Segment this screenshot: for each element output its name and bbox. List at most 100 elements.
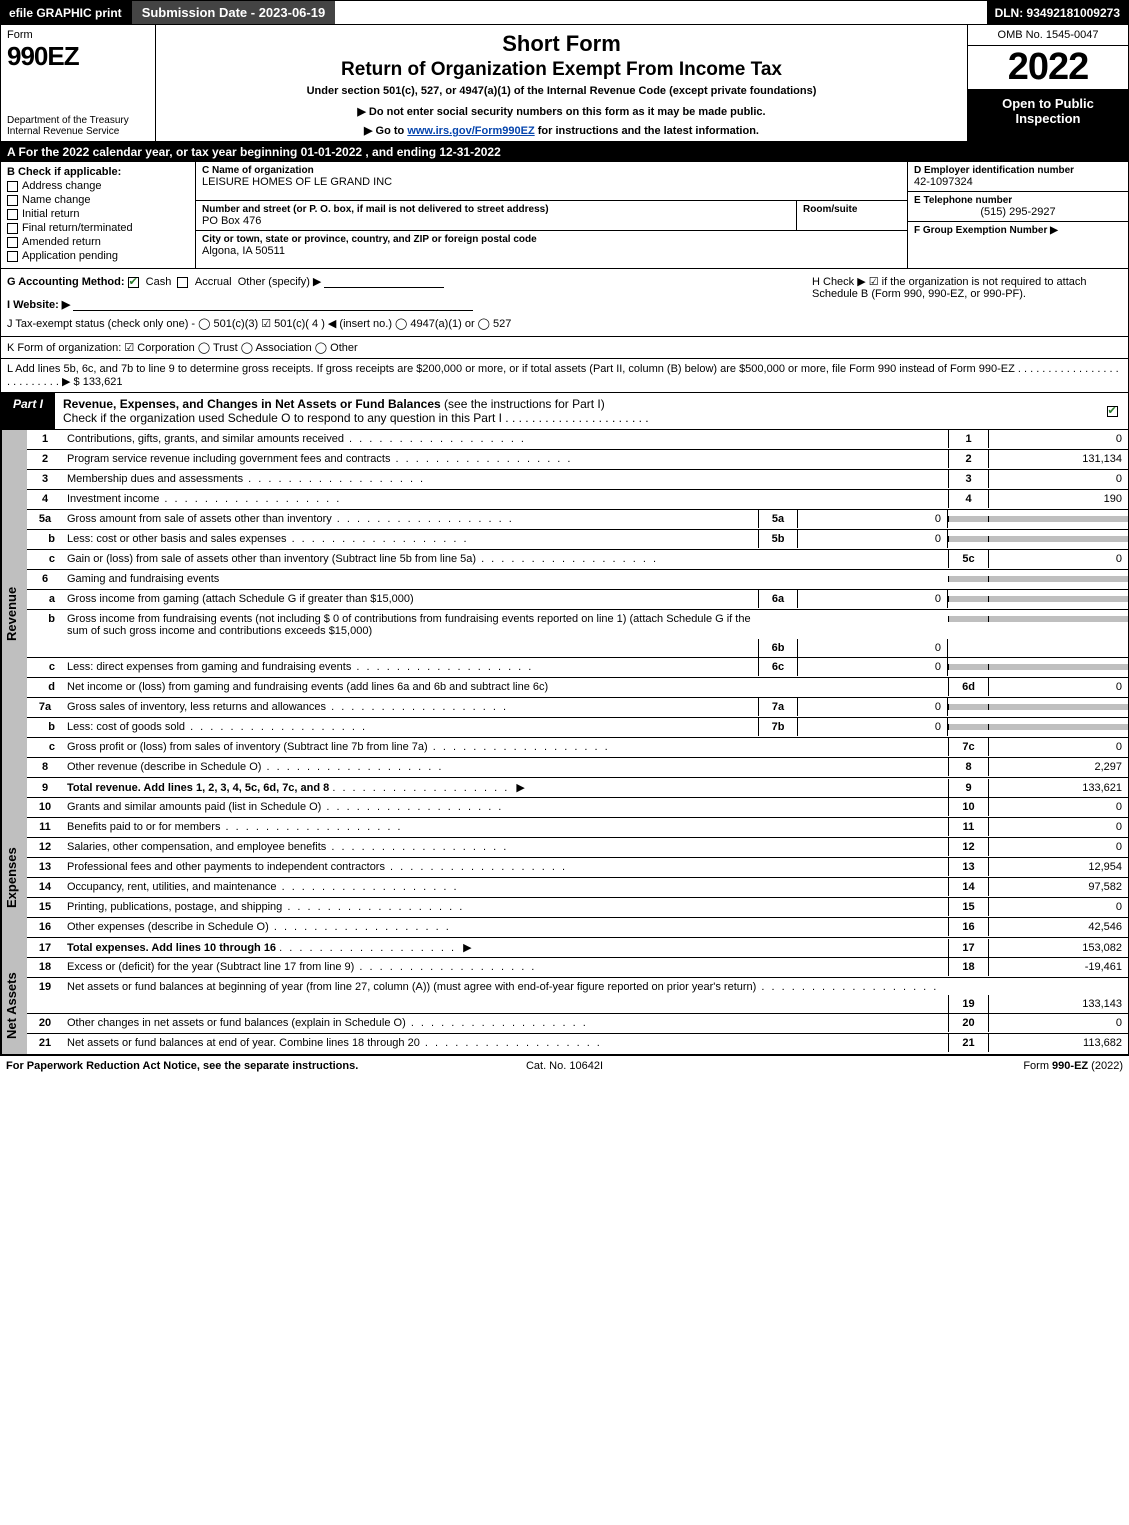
header-left: Form 990EZ Department of the Treasury In… bbox=[1, 25, 156, 141]
c-street-block: Number and street (or P. O. box, if mail… bbox=[196, 201, 797, 230]
row-12: 12Salaries, other compensation, and empl… bbox=[27, 838, 1128, 858]
c-street-label: Number and street (or P. O. box, if mail… bbox=[202, 204, 790, 215]
part-1-tab: Part I bbox=[1, 393, 55, 429]
expenses-side-label: Expenses bbox=[1, 798, 27, 958]
section-gh: G Accounting Method: Cash Accrual Other … bbox=[0, 269, 1129, 337]
e-phone-block: E Telephone number (515) 295-2927 bbox=[908, 192, 1128, 222]
j-tax-exempt: J Tax-exempt status (check only one) - ◯… bbox=[7, 317, 802, 330]
chk-initial-return[interactable]: Initial return bbox=[7, 208, 189, 220]
h-schedule-b: H Check ▶ ☑ if the organization is not r… bbox=[802, 275, 1122, 330]
link-post: for instructions and the latest informat… bbox=[535, 125, 759, 137]
g-accounting: G Accounting Method: Cash Accrual Other … bbox=[7, 275, 802, 288]
part-1-check bbox=[1100, 393, 1128, 429]
form-link-line: ▶ Go to www.irs.gov/Form990EZ for instru… bbox=[164, 124, 959, 137]
gh-left: G Accounting Method: Cash Accrual Other … bbox=[7, 275, 802, 330]
section-bcdef: B Check if applicable: Address change Na… bbox=[0, 162, 1129, 269]
open-public-badge: Open to Public Inspection bbox=[968, 90, 1128, 141]
l-gross-receipts: L Add lines 5b, 6c, and 7b to line 9 to … bbox=[0, 359, 1129, 393]
c-city-label: City or town, state or province, country… bbox=[202, 234, 901, 245]
expenses-table: Expenses 10Grants and similar amounts pa… bbox=[0, 798, 1129, 958]
c-city-value: Algona, IA 50511 bbox=[202, 245, 901, 257]
b-header: B Check if applicable: bbox=[7, 166, 189, 178]
c-name-label: C Name of organization bbox=[202, 165, 901, 176]
revenue-table: Revenue 1Contributions, gifts, grants, a… bbox=[0, 430, 1129, 798]
form-header: Form 990EZ Department of the Treasury In… bbox=[0, 25, 1129, 142]
row-14: 14Occupancy, rent, utilities, and mainte… bbox=[27, 878, 1128, 898]
col-def: D Employer identification number 42-1097… bbox=[908, 162, 1128, 268]
chk-name-change[interactable]: Name change bbox=[7, 194, 189, 206]
c-name-block: C Name of organization LEISURE HOMES OF … bbox=[196, 162, 907, 201]
arrow-icon bbox=[512, 782, 528, 794]
submission-date-label: Submission Date - 2023-06-19 bbox=[130, 1, 336, 24]
f-group-label: F Group Exemption Number ▶ bbox=[914, 225, 1122, 236]
chk-application-pending[interactable]: Application pending bbox=[7, 250, 189, 262]
part-1-title: Revenue, Expenses, and Changes in Net As… bbox=[55, 393, 1100, 429]
form-subtitle: Under section 501(c), 527, or 4947(a)(1)… bbox=[164, 85, 959, 97]
chk-accrual[interactable] bbox=[177, 277, 188, 288]
footer-center: Cat. No. 10642I bbox=[378, 1060, 750, 1072]
row-7b: bLess: cost of goods sold7b0 bbox=[27, 718, 1128, 738]
row-15: 15Printing, publications, postage, and s… bbox=[27, 898, 1128, 918]
chk-final-return[interactable]: Final return/terminated bbox=[7, 222, 189, 234]
chk-schedule-o[interactable] bbox=[1107, 406, 1118, 417]
row-9: 9Total revenue. Add lines 1, 2, 3, 4, 5c… bbox=[27, 778, 1128, 798]
website-line[interactable] bbox=[73, 299, 473, 311]
row-3: 3Membership dues and assessments30 bbox=[27, 470, 1128, 490]
k-form-of-org: K Form of organization: ☑ Corporation ◯ … bbox=[0, 337, 1129, 359]
form-title-1: Short Form bbox=[164, 31, 959, 57]
expenses-rows: 10Grants and similar amounts paid (list … bbox=[27, 798, 1128, 958]
d-ein-value: 42-1097324 bbox=[914, 176, 1122, 188]
efile-print-label[interactable]: efile GRAPHIC print bbox=[1, 1, 130, 24]
spacer bbox=[335, 1, 986, 24]
e-phone-value: (515) 295-2927 bbox=[914, 206, 1122, 218]
top-bar: efile GRAPHIC print Submission Date - 20… bbox=[0, 0, 1129, 25]
header-center: Short Form Return of Organization Exempt… bbox=[156, 25, 968, 141]
footer-right: Form 990-EZ (2022) bbox=[751, 1060, 1123, 1072]
row-4: 4Investment income4190 bbox=[27, 490, 1128, 510]
row-6a: aGross income from gaming (attach Schedu… bbox=[27, 590, 1128, 610]
row-17: 17Total expenses. Add lines 10 through 1… bbox=[27, 938, 1128, 958]
g-label: G Accounting Method: bbox=[7, 276, 125, 288]
row-6d: dNet income or (loss) from gaming and fu… bbox=[27, 678, 1128, 698]
f-group-block: F Group Exemption Number ▶ bbox=[908, 222, 1128, 268]
arrow-icon bbox=[459, 942, 475, 954]
i-website: I Website: ▶ bbox=[7, 298, 802, 311]
row-10: 10Grants and similar amounts paid (list … bbox=[27, 798, 1128, 818]
row-5c: cGain or (loss) from sale of assets othe… bbox=[27, 550, 1128, 570]
chk-amended-return[interactable]: Amended return bbox=[7, 236, 189, 248]
row-7c: cGross profit or (loss) from sales of in… bbox=[27, 738, 1128, 758]
chk-address-change[interactable]: Address change bbox=[7, 180, 189, 192]
header-right: OMB No. 1545-0047 2022 Open to Public In… bbox=[968, 25, 1128, 141]
revenue-rows: 1Contributions, gifts, grants, and simil… bbox=[27, 430, 1128, 798]
row-1: 1Contributions, gifts, grants, and simil… bbox=[27, 430, 1128, 450]
row-6b: bGross income from fundraising events (n… bbox=[27, 610, 1128, 658]
c-city-block: City or town, state or province, country… bbox=[196, 231, 907, 269]
row-19: 19Net assets or fund balances at beginni… bbox=[27, 978, 1128, 1014]
c-street-row: Number and street (or P. O. box, if mail… bbox=[196, 201, 907, 231]
e-phone-label: E Telephone number bbox=[914, 195, 1122, 206]
department-label: Department of the Treasury Internal Reve… bbox=[7, 115, 149, 137]
d-ein-block: D Employer identification number 42-1097… bbox=[908, 162, 1128, 192]
c-street-value: PO Box 476 bbox=[202, 215, 790, 227]
irs-link[interactable]: www.irs.gov/Form990EZ bbox=[407, 125, 534, 137]
tax-year: 2022 bbox=[968, 46, 1128, 90]
c-name-value: LEISURE HOMES OF LE GRAND INC bbox=[202, 176, 901, 188]
netassets-table: Net Assets 18Excess or (deficit) for the… bbox=[0, 958, 1129, 1055]
row-a-calendar-year: A For the 2022 calendar year, or tax yea… bbox=[0, 142, 1129, 162]
link-pre: ▶ Go to bbox=[364, 125, 407, 137]
page-footer: For Paperwork Reduction Act Notice, see … bbox=[0, 1055, 1129, 1076]
netassets-side-label: Net Assets bbox=[1, 958, 27, 1054]
row-8: 8Other revenue (describe in Schedule O)8… bbox=[27, 758, 1128, 778]
row-21: 21Net assets or fund balances at end of … bbox=[27, 1034, 1128, 1054]
other-specify-line[interactable] bbox=[324, 276, 444, 288]
row-16: 16Other expenses (describe in Schedule O… bbox=[27, 918, 1128, 938]
c-room-label: Room/suite bbox=[803, 204, 901, 215]
form-ssn-warning: ▶ Do not enter social security numbers o… bbox=[164, 105, 959, 118]
row-2: 2Program service revenue including gover… bbox=[27, 450, 1128, 470]
row-6: 6Gaming and fundraising events bbox=[27, 570, 1128, 590]
part-1-sub: Check if the organization used Schedule … bbox=[63, 411, 649, 425]
col-b-checkboxes: B Check if applicable: Address change Na… bbox=[1, 162, 196, 268]
row-18: 18Excess or (deficit) for the year (Subt… bbox=[27, 958, 1128, 978]
chk-cash[interactable] bbox=[128, 277, 139, 288]
omb-number: OMB No. 1545-0047 bbox=[968, 25, 1128, 46]
